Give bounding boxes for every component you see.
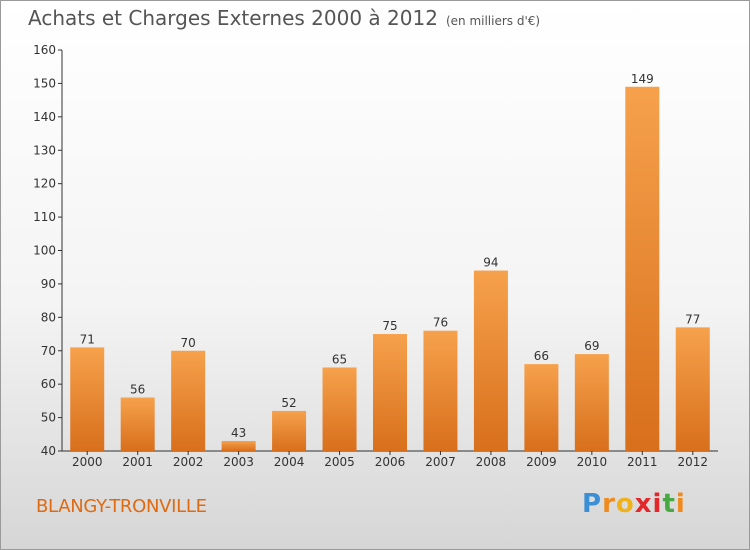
data-label: 75 (382, 319, 397, 333)
data-label: 66 (534, 349, 549, 363)
y-tick-label: 50 (41, 411, 56, 425)
data-label: 69 (584, 339, 599, 353)
x-tick-label: 2007 (425, 455, 456, 469)
y-tick-label: 130 (33, 143, 56, 157)
logo-letter: P (582, 489, 603, 519)
data-label: 77 (685, 312, 700, 326)
x-tick-label: 2002 (173, 455, 204, 469)
chart-unit: (en milliers d'€) (445, 14, 541, 28)
y-tick-label: 70 (41, 344, 56, 358)
commune-name: BLANGY-TRONVILLE (36, 496, 207, 517)
data-label: 71 (80, 332, 95, 346)
bar-2010 (574, 354, 609, 451)
bar-2009 (524, 364, 559, 451)
logo-letter: x (634, 489, 653, 519)
y-tick-label: 90 (41, 277, 56, 291)
x-tick-label: 2012 (677, 455, 708, 469)
x-tick-label: 2006 (375, 455, 406, 469)
data-label: 76 (433, 316, 448, 330)
y-tick-label: 110 (33, 210, 56, 224)
data-label: 43 (231, 426, 246, 440)
logo-letter: t (662, 489, 676, 519)
x-tick-label: 2003 (223, 455, 254, 469)
chart-title-text: Achats et Charges Externes 2000 à 2012 (28, 6, 438, 30)
y-tick-label: 120 (33, 177, 56, 191)
bar-2004 (272, 410, 307, 451)
x-tick-label: 2011 (627, 455, 658, 469)
data-label: 149 (631, 72, 654, 86)
bar-2002 (171, 350, 206, 451)
data-label: 70 (181, 336, 196, 350)
logo-letter: r (602, 489, 616, 519)
y-tick-label: 160 (33, 43, 56, 57)
x-tick-label: 2010 (577, 455, 608, 469)
bar-2011 (625, 86, 660, 451)
logo-letter: o (615, 489, 635, 519)
chart-title: Achats et Charges Externes 2000 à 2012 (e… (28, 6, 540, 30)
bar-2000 (70, 347, 105, 451)
x-tick-label: 2000 (72, 455, 103, 469)
x-tick-label: 2004 (274, 455, 305, 469)
bar-2012 (675, 327, 710, 451)
x-tick-label: 2005 (324, 455, 355, 469)
proxiti-logo: Proxiti (582, 489, 686, 519)
bar-2007 (423, 330, 458, 451)
y-tick-label: 60 (41, 377, 56, 391)
bar-2008 (473, 270, 508, 451)
x-tick-label: 2001 (122, 455, 153, 469)
data-label: 52 (281, 396, 296, 410)
y-tick-label: 80 (41, 310, 56, 324)
y-tick-label: 100 (33, 244, 56, 258)
bar-2003 (221, 440, 256, 451)
data-label: 94 (483, 256, 498, 270)
logo-letter: i (652, 489, 663, 519)
bar-2006 (373, 334, 407, 451)
bar-2001 (120, 397, 155, 451)
y-tick-label: 150 (33, 76, 56, 90)
logo-letter: i (675, 489, 686, 519)
y-tick-label: 140 (33, 110, 56, 124)
x-tick-label: 2009 (526, 455, 557, 469)
bar-2005 (322, 367, 357, 451)
data-label: 65 (332, 352, 347, 366)
x-tick-label: 2008 (476, 455, 507, 469)
data-label: 56 (130, 383, 145, 397)
y-tick-label: 40 (41, 444, 56, 458)
